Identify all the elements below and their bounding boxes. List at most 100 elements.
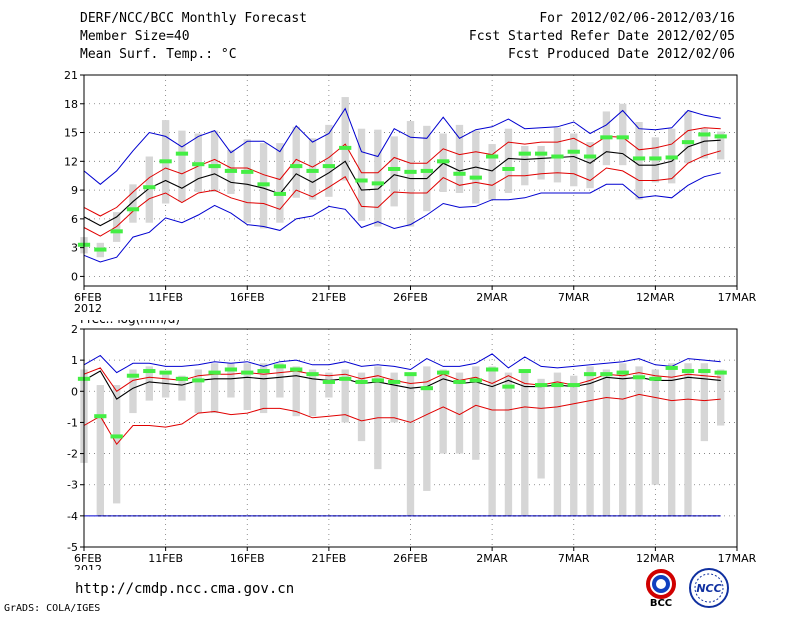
observed-marker [551,383,564,388]
fcst-started-date: Fcst Started Refer Date 2012/02/05 [468,29,735,44]
ncc-logo: NCC [689,568,729,608]
observed-marker [437,159,450,164]
member-range-bar [145,156,153,223]
observed-marker [420,386,433,391]
member-range-bar [570,375,578,516]
observed-marker [208,370,221,375]
x-tick-label: 6FEB [74,552,102,565]
x-tick-label: 11FEB [148,291,183,304]
observed-marker [290,367,303,372]
observed-marker [632,156,646,161]
variable-label: Mean Surf. Temp.: °C [80,47,237,62]
member-range-bar [292,126,300,198]
observed-marker [534,151,548,156]
observed-marker [110,434,123,439]
y-tick-label: -1 [67,416,78,429]
y-tick-label: -2 [67,448,78,461]
member-range-bar [374,129,382,227]
observed-marker [486,367,499,372]
member-range-bar [553,372,562,516]
observed-marker [632,375,646,380]
fcst-produced-date: Fcst Produced Date 2012/02/06 [508,47,735,62]
member-range-bar [521,145,529,186]
member-range-bar [455,124,464,193]
observed-marker [665,155,678,160]
member-range-bar [488,366,496,516]
observed-marker [339,376,352,381]
observed-marker [583,372,597,377]
observed-marker [355,379,368,384]
observed-marker [600,135,613,140]
observed-marker [241,370,254,375]
member-range-bar [292,366,300,417]
observed-marker [404,372,417,377]
y-tick-label: 2 [71,323,78,336]
y-tick-label: 0 [71,385,78,398]
observed-marker [649,376,662,381]
observed-marker [404,169,417,174]
member-range-bar [357,128,366,221]
x-tick-label: 6FEB [74,291,102,304]
observed-marker [208,164,221,169]
member-range-bar [259,363,268,414]
observed-marker [306,372,319,377]
y-tick-label: -3 [67,479,78,492]
x-tick-label: 17MAR [718,552,757,565]
observed-marker [355,178,368,183]
ncc-logo-text: NCC [696,582,721,595]
chart-title: DERF/NCC/BCC Monthly Forecast [80,11,307,26]
x-tick-label: 16FEB [230,552,265,565]
member-range-bar [602,369,611,516]
x-tick-label: 7MAR [558,552,590,565]
bcc-logo-text: BCC [650,598,672,608]
observed-marker [665,365,678,370]
member-range-bar [276,363,284,398]
observed-marker [534,383,548,388]
observed-marker [551,154,564,159]
series-line-ensemble-mean [83,370,721,400]
member-range-bar [145,366,153,401]
observed-marker [257,369,270,374]
member-range-bar [96,385,104,516]
observed-marker [371,378,384,383]
member-range-bar [357,372,366,442]
observed-marker [94,247,107,252]
member-range-bar [308,369,317,417]
source-url[interactable]: http://cmdp.ncc.cma.gov.cn [75,581,295,597]
member-range-bar [341,369,349,423]
grads-credit: GrADS: COLA/IGES [4,603,101,614]
member-range-bar [423,125,431,212]
observed-marker [502,166,515,171]
observed-marker [616,135,629,140]
member-range-bar [668,363,676,516]
observed-marker [257,182,270,187]
member-range-bar [586,366,594,516]
member-range-bar [390,136,398,207]
observed-marker [714,134,727,139]
observed-marker [681,140,695,145]
observed-marker [306,168,319,173]
series-line-mean-spread [83,150,721,237]
member-range-bar [521,369,529,516]
y-tick-label: 1 [71,354,78,367]
y-tick-label: 12 [64,155,78,168]
observed-marker [502,384,515,389]
member-range-bar [325,124,333,197]
observed-marker [159,370,172,375]
member-range-bar [717,131,725,160]
x-tick-label: 12MAR [636,291,675,304]
precip-chart-title: Prec.: log(mm/d) [80,320,180,326]
observed-marker [583,154,597,159]
member-range-bar [390,372,398,423]
member-range-bar [570,133,578,187]
observed-marker [159,159,172,164]
observed-marker [175,151,189,156]
bcc-logo: BCC [646,569,676,608]
observed-marker [371,181,384,186]
member-range-bar [455,372,464,454]
x-tick-label: 11FEB [148,552,183,565]
observed-marker [649,156,662,161]
member-range-bar [488,144,496,200]
x-tick-label: 2MAR [476,552,508,565]
